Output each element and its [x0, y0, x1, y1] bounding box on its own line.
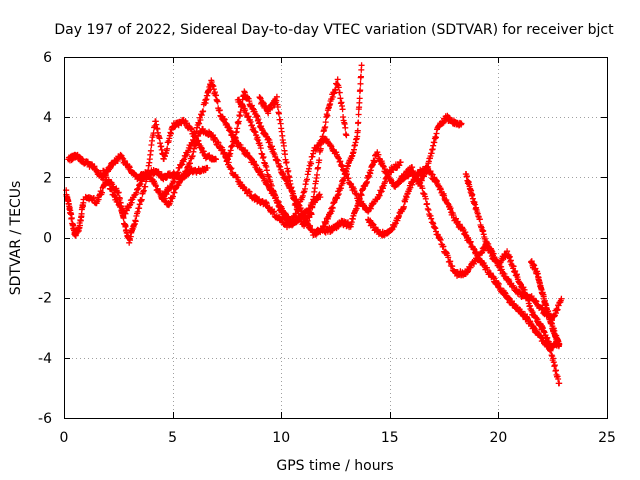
x-tick-label: 5 [168, 430, 177, 446]
y-tick-label: -2 [38, 291, 52, 307]
y-axis-label: SDTVAR / TECUs [8, 181, 24, 296]
series-pass-7 [234, 96, 404, 227]
x-tick-label: 0 [60, 430, 69, 446]
chart-title: Day 197 of 2022, Sidereal Day-to-day VTE… [54, 22, 614, 38]
axis-ticks [64, 57, 608, 419]
y-tick-label: -6 [38, 411, 52, 427]
x-tick-label: 15 [381, 430, 399, 446]
y-tick-label: 4 [43, 110, 52, 126]
series-pass-10 [365, 166, 563, 387]
y-tick-label: -4 [38, 351, 52, 367]
y-tick-labels: -6 -4 -2 0 2 4 6 [38, 50, 52, 427]
y-tick-label: 2 [43, 170, 52, 186]
series-pass-13 [528, 258, 563, 350]
y-tick-label: 6 [43, 50, 52, 66]
series-pass-3 [82, 116, 219, 246]
series-pass-2 [63, 187, 87, 239]
grid [64, 57, 607, 418]
y-tick-label: 0 [43, 231, 52, 247]
series-pass-8 [256, 76, 350, 229]
data-series-group [63, 62, 565, 387]
x-axis-label: GPS time / hours [276, 458, 393, 474]
series-pass-4 [100, 125, 324, 231]
x-tick-labels: 0 5 10 15 20 25 [60, 430, 616, 446]
x-tick-label: 10 [272, 430, 290, 446]
series-pass-12 [462, 171, 563, 351]
x-tick-label: 25 [598, 430, 616, 446]
x-tick-label: 20 [489, 430, 507, 446]
